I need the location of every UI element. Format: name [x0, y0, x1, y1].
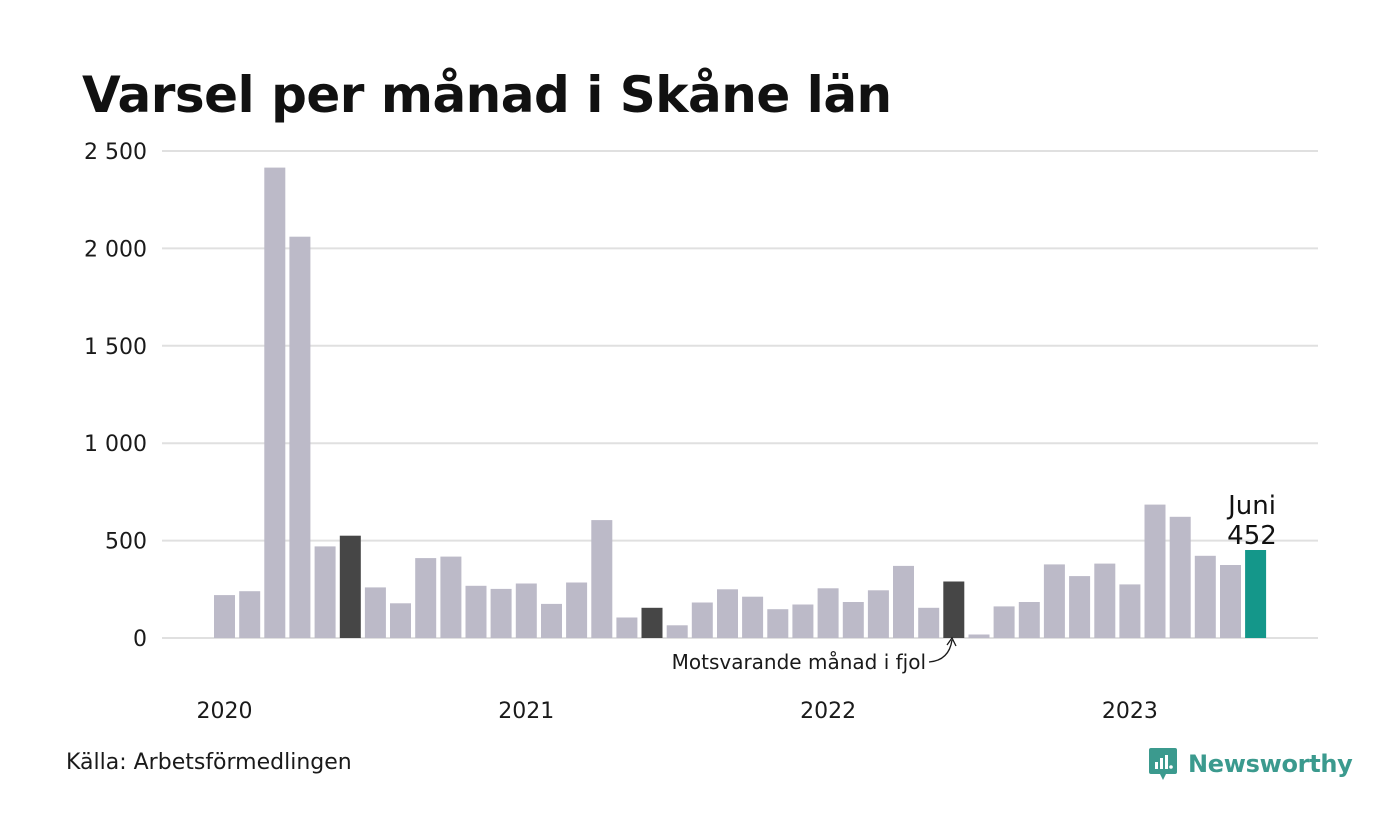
source-note: Källa: Arbetsförmedlingen — [66, 750, 352, 775]
current-month-label: Juni — [1226, 491, 1276, 521]
bar — [1043, 564, 1065, 638]
current-value-label: 452 — [1227, 521, 1277, 551]
chart-title: Varsel per månad i Skåne län — [82, 66, 892, 124]
bar — [717, 589, 738, 638]
bar — [566, 582, 588, 638]
bar — [214, 595, 235, 638]
x-year-label: 2023 — [1102, 699, 1158, 724]
y-tick-label: 2 000 — [84, 237, 147, 262]
y-tick-label: 2 500 — [84, 140, 147, 165]
y-tick-label: 500 — [105, 530, 147, 555]
bar — [239, 591, 261, 638]
previous-year-arrowhead — [946, 636, 957, 647]
brand-name: Newsworthy — [1188, 750, 1353, 778]
bar — [515, 583, 537, 638]
x-year-label: 2021 — [498, 699, 554, 724]
bar — [314, 546, 336, 638]
y-tick-label: 1 000 — [84, 432, 147, 457]
bar — [264, 167, 286, 638]
bar — [1169, 516, 1191, 638]
bar — [1069, 576, 1091, 638]
bars — [214, 167, 1267, 638]
bar — [465, 585, 487, 638]
previous-year-arrow — [928, 639, 953, 663]
bar — [1119, 584, 1141, 638]
brand-logo: Newsworthy — [1148, 744, 1353, 784]
bar — [1018, 602, 1040, 638]
bar — [591, 520, 613, 638]
bar — [364, 587, 386, 638]
bar — [440, 556, 462, 638]
bar — [817, 588, 839, 638]
bar — [1220, 565, 1241, 638]
bar-same-month-previous-year — [339, 535, 361, 638]
bar — [1144, 504, 1166, 638]
bar — [742, 596, 764, 638]
bar — [842, 602, 864, 638]
bar — [691, 602, 713, 638]
bar — [1194, 555, 1216, 638]
y-axis-tick-labels: 0 500 1 000 1 500 2 000 2 500 — [84, 140, 147, 652]
bar-same-month-previous-year — [943, 581, 965, 638]
bar — [993, 606, 1015, 638]
x-axis-year-labels: 2020 2021 2022 2023 — [197, 699, 1158, 724]
annotations: Juni 452 Motsvarande månad i fjol — [672, 491, 1277, 674]
newsworthy-logo-icon — [1149, 748, 1177, 780]
bar — [792, 604, 814, 638]
bar — [415, 558, 437, 638]
y-tick-label: 1 500 — [84, 335, 147, 360]
bar — [666, 625, 688, 638]
x-year-label: 2022 — [800, 699, 856, 724]
bar-current-month — [1245, 550, 1267, 638]
bar — [390, 603, 411, 638]
bar — [893, 565, 914, 638]
bar — [541, 603, 562, 638]
bar-same-month-previous-year — [641, 607, 663, 638]
y-tick-label: 0 — [133, 627, 147, 652]
bar — [490, 588, 512, 638]
bar — [968, 634, 990, 638]
bar — [616, 617, 638, 638]
bar — [767, 609, 789, 638]
bar — [289, 236, 311, 638]
previous-year-annotation: Motsvarande månad i fjol — [672, 650, 926, 674]
x-year-label: 2020 — [197, 699, 253, 724]
bar — [1094, 563, 1116, 638]
bar — [918, 607, 940, 638]
bar — [867, 590, 889, 638]
